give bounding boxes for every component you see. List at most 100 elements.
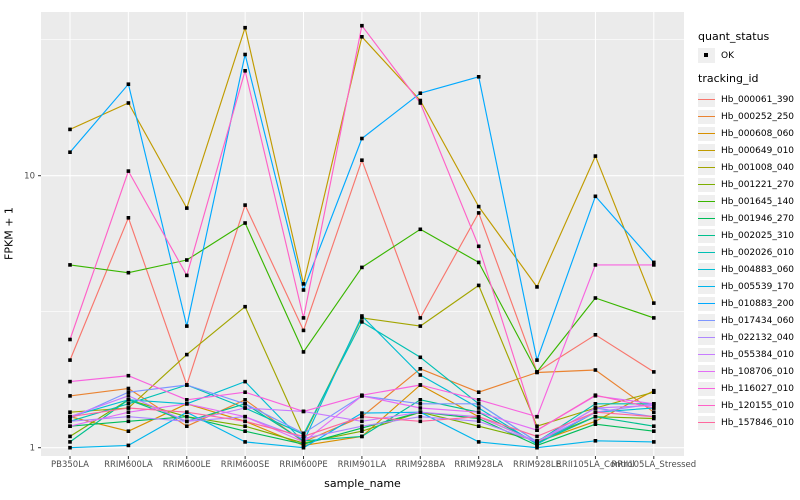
legend-item-label: Hb_004883_060 <box>721 264 795 275</box>
data-point <box>418 383 423 387</box>
legend-item-Hb_001946_270: Hb_001946_270 <box>698 210 794 227</box>
data-point <box>476 244 481 249</box>
data-point <box>126 270 131 275</box>
legend-item-Hb_017434_060: Hb_017434_060 <box>698 312 794 329</box>
data-point <box>185 324 189 328</box>
data-point <box>126 402 131 406</box>
legend-item-Hb_108706_010: Hb_108706_010 <box>698 363 794 380</box>
x-tick-label: RRIM901LA <box>338 460 387 470</box>
data-point <box>243 424 247 428</box>
data-point <box>126 410 131 414</box>
line-key-icon <box>698 143 715 158</box>
data-point <box>126 169 131 173</box>
data-point <box>126 101 131 105</box>
data-point <box>243 406 247 410</box>
data-point <box>418 410 423 414</box>
legend-item-Hb_001221_270: Hb_001221_270 <box>698 176 794 193</box>
data-point <box>185 383 189 387</box>
data-point <box>126 398 131 402</box>
data-point <box>652 370 656 374</box>
x-tick-label: RRII105LA_Control <box>556 460 635 470</box>
data-point <box>476 414 481 419</box>
line-key-icon <box>698 330 715 345</box>
series-points-Hb_120155_010 <box>68 23 656 432</box>
data-point <box>652 260 656 265</box>
data-point <box>360 393 364 397</box>
data-point <box>360 429 364 433</box>
legend-item-Hb_157846_010: Hb_157846_010 <box>698 414 794 431</box>
data-point <box>243 203 247 207</box>
data-point <box>68 445 72 450</box>
data-point <box>360 419 364 424</box>
data-point <box>301 282 306 286</box>
data-point <box>476 402 481 406</box>
data-point <box>418 101 423 105</box>
data-point <box>593 368 598 372</box>
data-point <box>593 402 598 406</box>
x-tick-label: RRIM928BA <box>396 460 446 470</box>
line-key-icon <box>698 160 715 175</box>
data-point <box>68 419 72 424</box>
data-point <box>593 333 598 337</box>
data-point <box>360 320 364 324</box>
data-point <box>68 379 72 384</box>
data-point <box>126 443 131 448</box>
data-point <box>68 434 72 439</box>
data-point <box>185 206 189 210</box>
legend-item-label: Hb_010883_200 <box>721 298 795 309</box>
data-point <box>418 406 423 410</box>
legend-item-label: Hb_001008_040 <box>721 162 795 173</box>
line-key-icon <box>698 398 715 413</box>
y-axis-title: FPKM + 1 <box>2 207 16 260</box>
legend-item-label: Hb_000608_060 <box>721 128 795 139</box>
legend-item-label: Hb_001645_140 <box>721 196 795 207</box>
data-point <box>243 379 247 384</box>
data-point <box>126 390 131 394</box>
data-point <box>360 434 364 439</box>
data-point <box>652 440 656 444</box>
x-tick-label: PB350LA <box>51 460 89 470</box>
legend-item-Hb_001645_140: Hb_001645_140 <box>698 193 794 210</box>
data-point <box>301 436 306 441</box>
data-point <box>68 394 72 398</box>
x-axis-title: sample_name <box>324 477 401 490</box>
data-point <box>476 398 481 402</box>
data-point <box>301 440 306 444</box>
legend-item-Hb_000608_060: Hb_000608_060 <box>698 125 794 142</box>
data-point <box>418 227 423 232</box>
series-points-Hb_157846_010 <box>68 406 656 439</box>
data-point <box>535 424 539 428</box>
legend-title-tracking-id: tracking_id <box>698 72 759 85</box>
line-key-icon <box>698 381 715 396</box>
data-point <box>185 419 189 424</box>
data-point <box>126 414 131 419</box>
x-tick-label: RRII105LA_Stressed <box>611 460 696 470</box>
data-point <box>243 390 247 394</box>
data-point <box>476 410 481 414</box>
line-key-icon <box>698 262 715 277</box>
series-points-Hb_116027_010 <box>68 263 656 419</box>
data-point <box>243 402 247 406</box>
series-points-Hb_000649_010 <box>68 25 656 305</box>
panel-background <box>41 12 684 456</box>
data-point <box>593 414 598 419</box>
data-point <box>243 25 247 30</box>
data-point <box>535 414 539 419</box>
data-point <box>126 386 131 391</box>
legend-item-Hb_000061_390: Hb_000061_390 <box>698 91 794 108</box>
line-key-icon <box>698 177 715 192</box>
data-point <box>185 414 189 419</box>
x-tick-label: RRIM600LE <box>163 460 211 470</box>
data-point <box>360 265 364 270</box>
data-point <box>418 98 423 103</box>
data-point <box>535 445 539 450</box>
data-point <box>360 316 364 320</box>
legend-tracking-items: Hb_000061_390 Hb_000252_250 Hb_000608_060 H… <box>698 91 794 431</box>
data-point <box>185 352 189 357</box>
legend-item-label: Hb_017434_060 <box>721 315 795 326</box>
series-points-Hb_001645_140 <box>68 221 656 374</box>
data-point <box>243 69 247 73</box>
data-point <box>593 422 598 426</box>
legend-item-Hb_010883_200: Hb_010883_200 <box>698 295 794 312</box>
